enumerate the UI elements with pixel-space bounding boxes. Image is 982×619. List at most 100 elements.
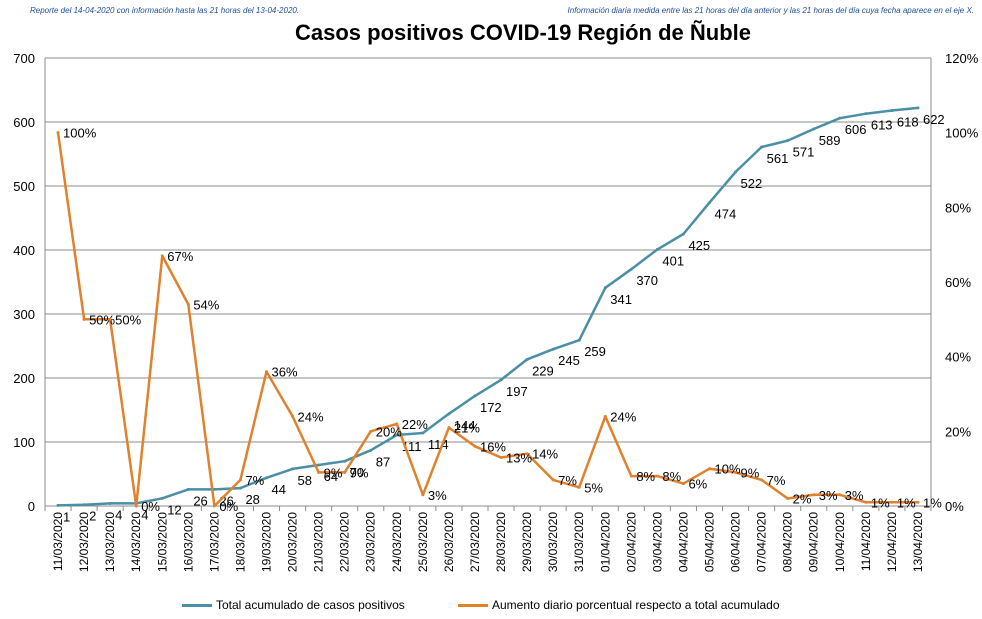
- data-point-total: [395, 433, 399, 437]
- data-label-total: 58: [298, 473, 312, 488]
- data-label-total: 613: [871, 118, 893, 133]
- y-left-tick-label: 200: [13, 371, 35, 386]
- data-point-total: [108, 501, 112, 505]
- data-point-total: [343, 459, 347, 463]
- x-tick-label: 07/04/2020: [755, 512, 769, 572]
- data-point-total: [864, 112, 868, 116]
- data-point-total: [708, 201, 711, 205]
- x-tick-label: 21/03/2020: [312, 512, 326, 572]
- x-tick-label: 08/04/2020: [781, 512, 795, 572]
- data-point-percent: [629, 474, 633, 478]
- legend-item-total: Total acumulado de casos positivos: [182, 598, 405, 612]
- data-point-total: [525, 357, 529, 361]
- data-point-percent: [786, 497, 790, 501]
- y-right-tick-label: 40%: [945, 350, 971, 365]
- x-tick-label: 30/03/2020: [546, 512, 560, 572]
- data-label-total: 1: [63, 509, 70, 524]
- y-right-tick-label: 100%: [945, 126, 979, 141]
- data-point-percent: [603, 414, 607, 418]
- data-label-total: 4: [115, 507, 122, 522]
- legend-swatch-percent: [458, 603, 488, 607]
- data-label-percent: 6%: [688, 477, 707, 492]
- data-label-percent: 7%: [767, 473, 786, 488]
- data-point-percent: [160, 254, 164, 258]
- data-label-total: 561: [767, 151, 789, 166]
- data-label-total: 522: [741, 176, 763, 191]
- data-point-percent: [681, 482, 685, 486]
- x-tick-label: 04/04/2020: [676, 512, 690, 572]
- x-tick-label: 12/03/2020: [77, 512, 91, 572]
- data-point-percent: [890, 500, 894, 504]
- series-line-total: [57, 106, 919, 507]
- data-point-percent: [864, 500, 868, 504]
- y-left-tick-label: 100: [13, 435, 35, 450]
- x-tick-label: 13/03/2020: [103, 512, 117, 572]
- report-note: Reporte del 14-04-2020 con información h…: [30, 6, 300, 15]
- x-tick-label: 17/03/2020: [207, 512, 221, 572]
- data-point-percent: [812, 493, 816, 497]
- data-point-total: [551, 347, 555, 351]
- x-tick-label: 19/03/2020: [260, 512, 274, 572]
- data-point-total: [812, 127, 816, 131]
- chart-title: Casos positivos COVID-19 Región de Ñuble: [295, 20, 751, 45]
- data-point-total: [499, 378, 503, 382]
- x-tick-label: 20/03/2020: [286, 512, 300, 572]
- legend: Total acumulado de casos positivos Aumen…: [0, 598, 982, 614]
- data-label-total: 28: [245, 492, 259, 507]
- y-left-tick-label: 600: [13, 115, 35, 130]
- data-label-total: 26: [193, 493, 207, 508]
- data-label-percent: 3%: [428, 488, 447, 503]
- data-label-percent: 24%: [298, 409, 324, 424]
- data-point-total: [56, 503, 60, 507]
- x-tick-label: 24/03/2020: [390, 512, 404, 572]
- data-label-percent: 9%: [350, 465, 369, 480]
- data-point-percent: [655, 474, 659, 478]
- data-label-total: 401: [662, 253, 684, 268]
- data-point-percent: [317, 470, 321, 474]
- data-point-percent: [447, 426, 451, 430]
- data-label-total: 589: [819, 133, 841, 148]
- x-tick-label: 03/04/2020: [650, 512, 664, 572]
- data-point-total: [655, 247, 659, 251]
- data-point-total: [186, 487, 190, 491]
- data-label-percent: 9%: [324, 465, 343, 480]
- data-point-total: [734, 170, 738, 174]
- data-label-percent: 5%: [584, 480, 603, 495]
- data-label-total: 44: [272, 482, 286, 497]
- data-point-total: [603, 286, 607, 290]
- series-line-percent: [56, 132, 918, 508]
- data-point-percent: [369, 429, 373, 433]
- y-left-tick-label: 0: [28, 499, 35, 514]
- y-right-tick-label: 60%: [945, 275, 971, 290]
- data-label-percent: 36%: [272, 365, 298, 380]
- data-label-percent: 7%: [558, 473, 577, 488]
- data-point-total: [890, 108, 894, 112]
- data-label-percent: 1%: [871, 495, 890, 510]
- legend-swatch-total: [182, 603, 212, 607]
- data-label-total: 12: [167, 502, 181, 517]
- data-label-percent: 20%: [376, 424, 402, 439]
- data-point-percent: [134, 504, 138, 508]
- x-tick-label: 23/03/2020: [364, 512, 378, 572]
- x-tick-label: 14/03/2020: [129, 512, 143, 572]
- data-label-percent: 9%: [741, 465, 760, 480]
- x-tick-label: 28/03/2020: [494, 512, 508, 572]
- data-label-total: 4: [141, 507, 148, 522]
- data-point-percent: [186, 302, 190, 306]
- x-tick-label: 18/03/2020: [233, 512, 247, 572]
- x-tick-label: 11/03/2020: [51, 512, 65, 571]
- data-label-percent: 16%: [480, 439, 506, 454]
- legend-item-percent: Aumento diario porcentual respecto a tot…: [458, 598, 780, 612]
- data-label-percent: 1%: [923, 495, 942, 510]
- x-tick-label: 15/03/2020: [155, 512, 169, 572]
- x-tick-label: 01/04/2020: [598, 512, 612, 572]
- y-left-tick-label: 300: [13, 307, 35, 322]
- x-tick-label: 06/04/2020: [729, 512, 743, 572]
- data-label-total: 70: [350, 465, 364, 480]
- y-right-tick-label: 80%: [945, 200, 971, 215]
- data-point-total: [577, 338, 581, 342]
- x-tick-label: 10/04/2020: [833, 512, 847, 572]
- data-label-percent: 13%: [506, 450, 532, 465]
- data-label-percent: 7%: [245, 473, 264, 488]
- data-point-percent: [238, 478, 242, 482]
